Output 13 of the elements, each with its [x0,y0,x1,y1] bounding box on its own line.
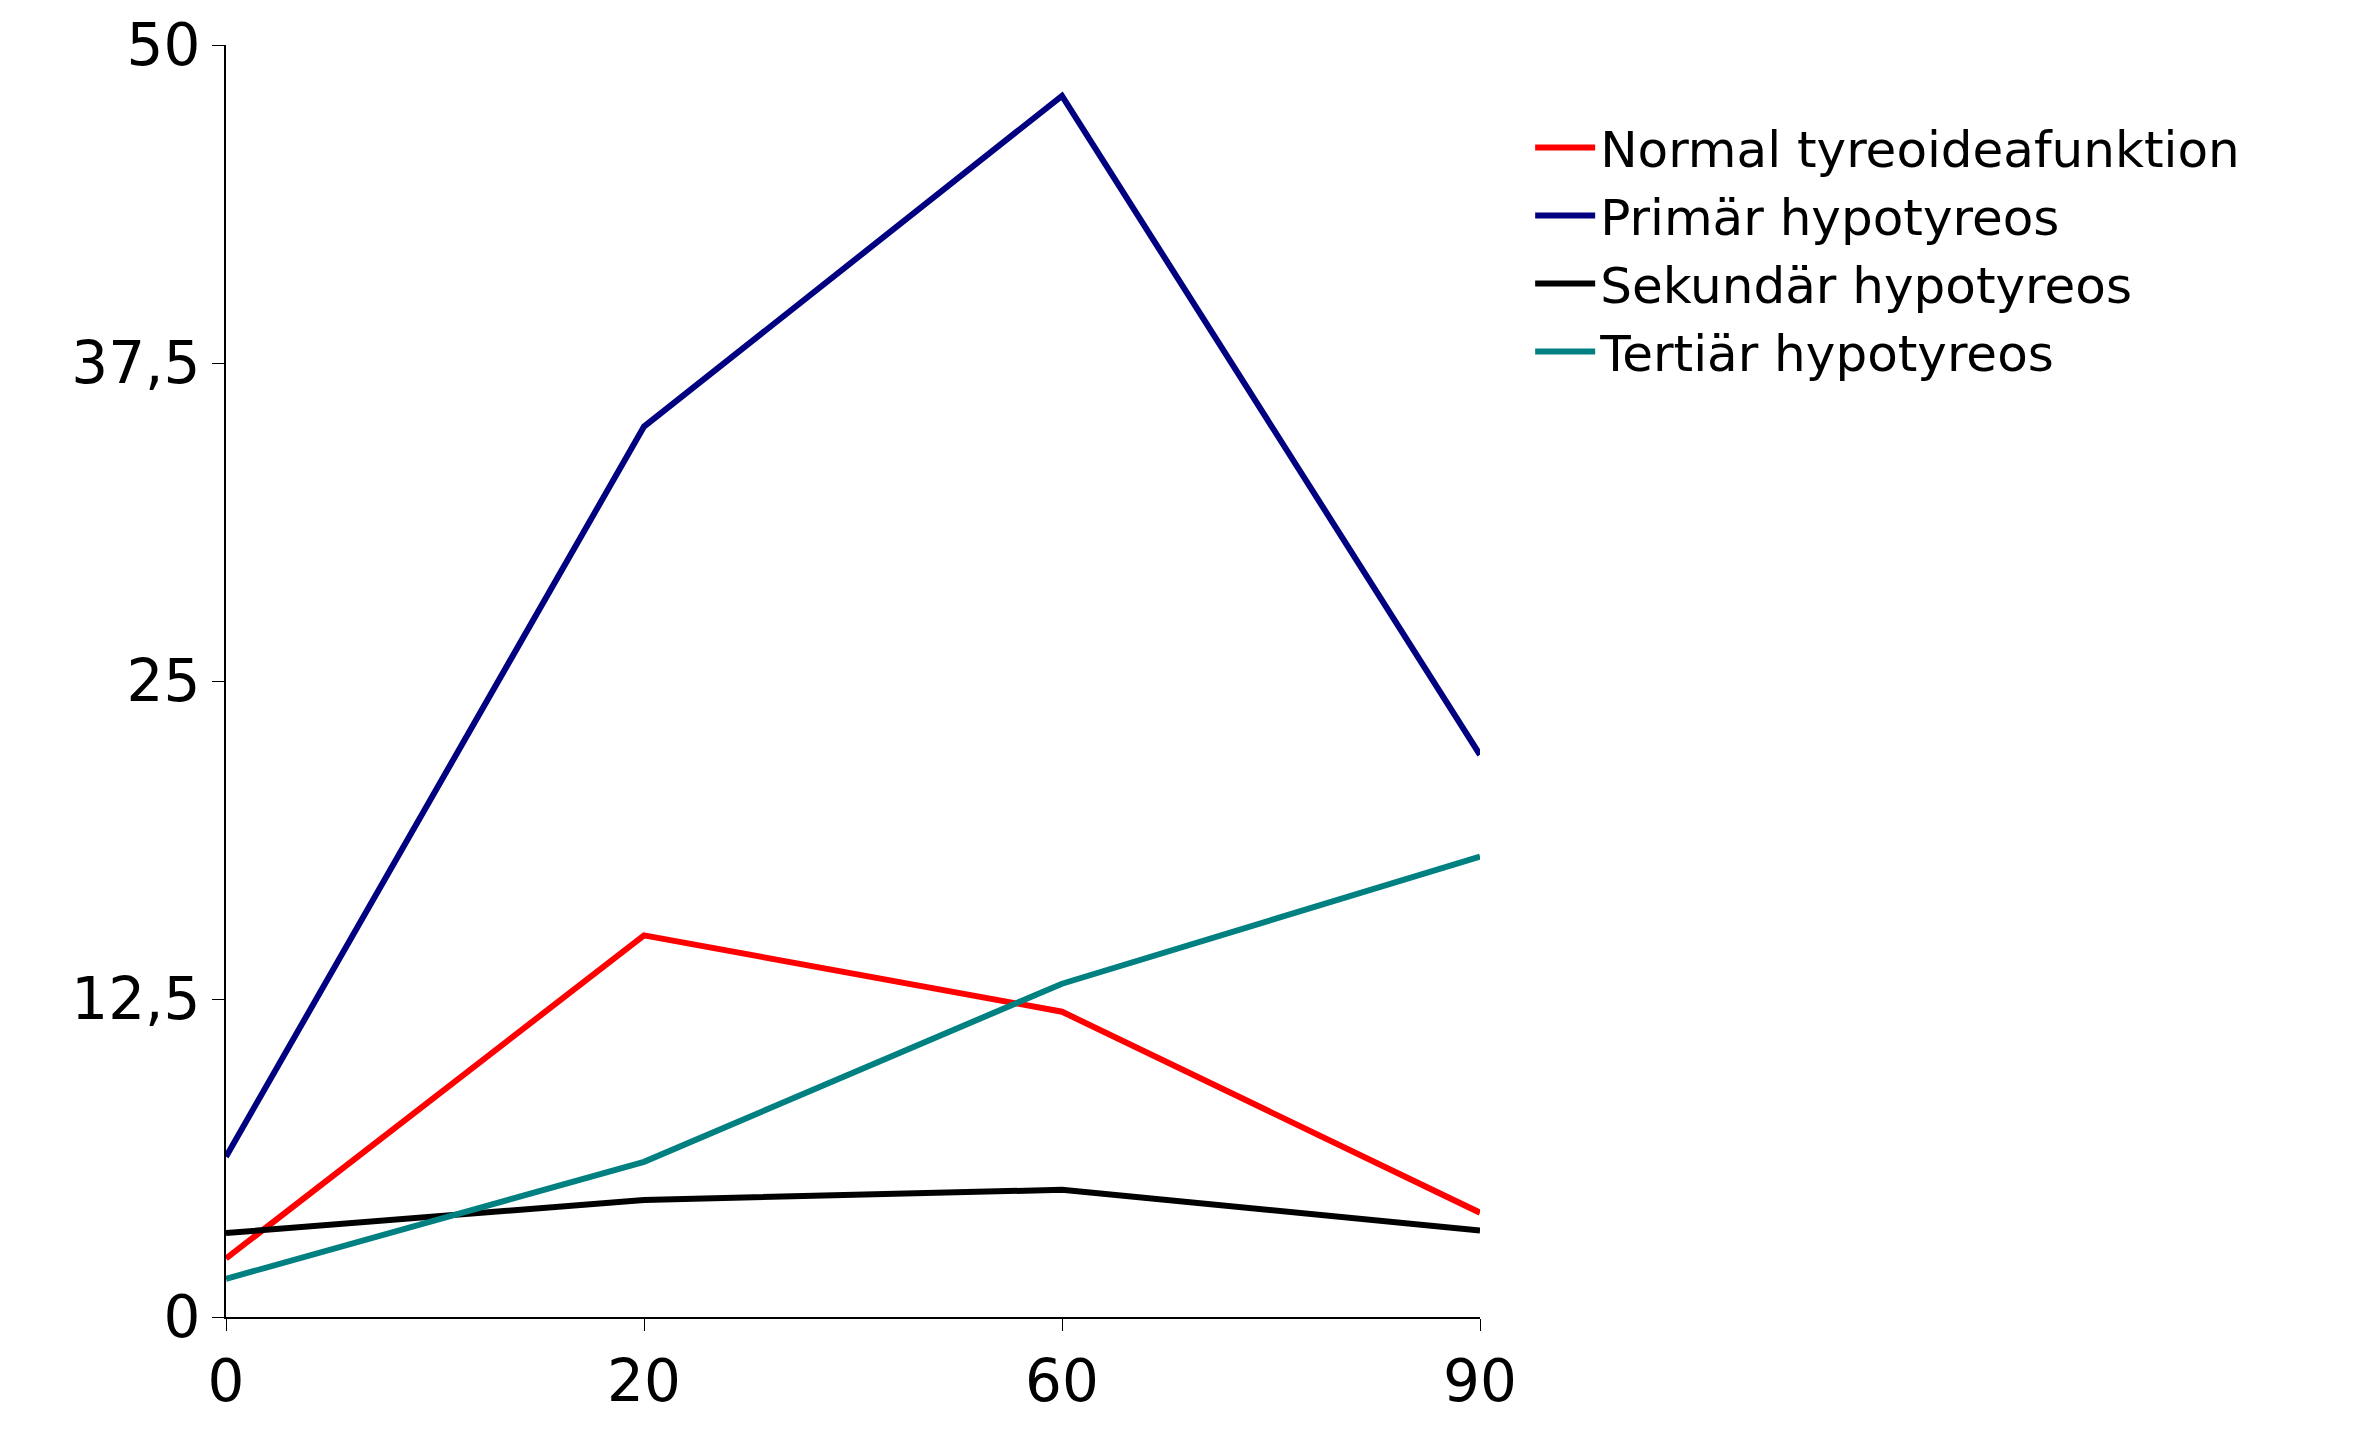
y-tick-label: 0 [163,1283,201,1352]
y-tick-label: 50 [126,11,201,80]
y-tick-label: 37,5 [71,329,201,398]
x-tick-label: 0 [207,1346,245,1415]
legend-label: Primär hypotyreos [1600,189,2060,248]
y-tick-label: 25 [126,647,201,716]
legend-label: Normal tyreoideafunktion [1600,121,2240,180]
y-tick-label: 12,5 [71,965,201,1034]
x-tick-label: 60 [1025,1346,1099,1415]
x-tick-label: 20 [607,1346,681,1415]
legend-label: Sekundär hypotyreos [1600,257,2132,316]
x-tick-label: 90 [1443,1346,1517,1415]
legend-label: Tertiär hypotyreos [1599,325,2054,384]
